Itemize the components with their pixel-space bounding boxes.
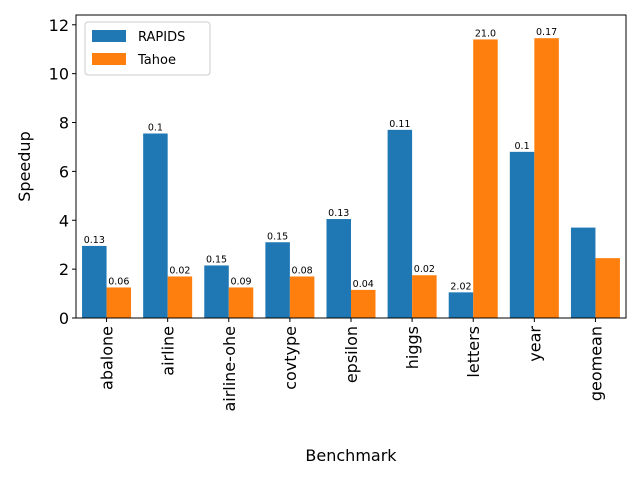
bar-label-tahoe-year: 0.17 — [536, 27, 557, 38]
y-tick-label: 12 — [49, 16, 69, 35]
bar-label-rapids-abalone: 0.13 — [84, 235, 105, 246]
x-tick-label-airline: airline — [159, 326, 178, 376]
bar-tahoe-airline-ohe — [228, 287, 254, 318]
x-tick-label-airline-ohe: airline-ohe — [220, 326, 239, 412]
bar-rapids-geomean — [570, 227, 596, 318]
bar-tahoe-abalone — [106, 287, 132, 318]
y-tick-label: 4 — [59, 211, 69, 230]
bar-label-rapids-epsilon: 0.13 — [328, 208, 349, 219]
bar-label-tahoe-letters: 21.0 — [475, 28, 496, 39]
x-tick-label-covtype: covtype — [281, 326, 300, 390]
bar-tahoe-airline — [167, 276, 193, 318]
y-axis-title: Speedup — [15, 131, 34, 201]
bar-rapids-airline — [143, 133, 168, 318]
bar-label-tahoe-abalone: 0.06 — [108, 276, 129, 287]
y-tick-label: 8 — [59, 114, 69, 133]
bar-label-rapids-airline: 0.1 — [148, 123, 163, 134]
bar-label-rapids-letters: 2.02 — [450, 281, 471, 292]
y-tick-label: 0 — [59, 309, 69, 328]
bar-label-rapids-higgs: 0.11 — [389, 119, 410, 130]
legend: RAPIDS Tahoe — [84, 21, 211, 76]
x-axis: abalone airline airline-ohe covtype epsilon h… — [98, 318, 605, 412]
x-tick-label-letters: letters — [464, 326, 483, 378]
y-tick-label: 10 — [49, 65, 69, 84]
bar-rapids-epsilon — [326, 219, 351, 318]
bar-tahoe-covtype — [289, 276, 315, 318]
bar-label-tahoe-higgs: 0.02 — [414, 264, 435, 275]
bar-label-tahoe-airline-ohe: 0.09 — [230, 276, 251, 287]
x-tick-label-abalone: abalone — [98, 326, 117, 390]
bar-labels-layer: 0.13 0.1 0.15 0.15 0.13 0.11 2.02 0.1 0.06 0.02 0.… — [84, 27, 557, 292]
x-tick-label-epsilon: epsilon — [342, 326, 361, 383]
bar-rapids-abalone — [82, 245, 107, 318]
x-tick-label-geomean: geomean — [586, 326, 605, 401]
bar-tahoe-epsilon — [351, 289, 376, 318]
legend-label-rapids: RAPIDS — [138, 30, 185, 45]
bar-tahoe-letters — [473, 39, 498, 318]
bar-rapids-covtype — [265, 242, 290, 318]
y-axis: 0 2 4 6 8 10 12 — [49, 16, 76, 328]
bar-tahoe-year — [534, 38, 559, 318]
bar-label-rapids-airline-ohe: 0.15 — [206, 254, 227, 265]
bar-label-rapids-covtype: 0.15 — [267, 231, 288, 242]
bar-rapids-airline-ohe — [204, 265, 229, 318]
bar-rapids-higgs — [387, 129, 413, 318]
bars-layer — [82, 38, 620, 318]
bar-label-tahoe-covtype: 0.08 — [292, 265, 313, 276]
x-tick-label-year: year — [525, 326, 544, 362]
x-axis-title: Benchmark — [305, 446, 397, 465]
x-tick-label-higgs: higgs — [403, 326, 422, 369]
legend-swatch-tahoe — [92, 53, 126, 65]
bar-label-tahoe-epsilon: 0.04 — [353, 279, 374, 290]
legend-label-tahoe: Tahoe — [137, 53, 176, 68]
bar-label-rapids-year: 0.1 — [515, 141, 530, 152]
y-tick-label: 2 — [59, 260, 69, 279]
y-tick-label: 6 — [59, 162, 69, 181]
bar-tahoe-geomean — [595, 258, 620, 318]
bar-rapids-letters — [448, 292, 474, 318]
bar-rapids-year — [509, 151, 535, 318]
legend-swatch-rapids — [92, 30, 126, 42]
bar-tahoe-higgs — [412, 275, 437, 318]
bar-label-tahoe-airline: 0.02 — [169, 265, 190, 276]
